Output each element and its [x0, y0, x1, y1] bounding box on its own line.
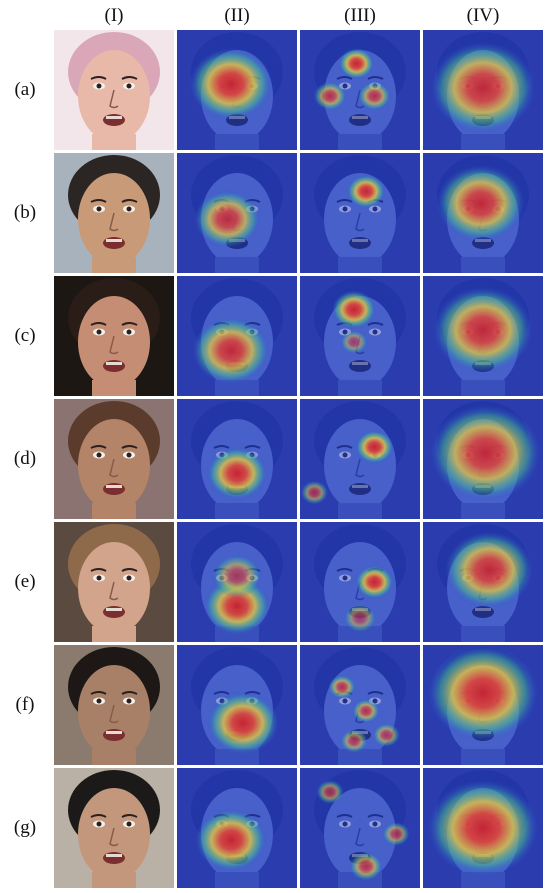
heat-spot — [316, 780, 344, 804]
heat-spot — [346, 174, 386, 209]
heat-spot — [357, 81, 391, 111]
attention-map-iii-a — [300, 30, 420, 150]
heat-spot — [313, 81, 347, 111]
heat-spot — [206, 447, 268, 500]
face-image-b — [54, 153, 174, 273]
heat-spot — [430, 405, 541, 501]
column-label-ii: (II) — [224, 5, 250, 26]
attention-map-iv-d — [423, 399, 543, 519]
row-label-d: (d) — [13, 448, 37, 469]
face-image-c — [54, 276, 174, 396]
heat-spot — [331, 290, 377, 329]
heat-spot — [355, 565, 394, 599]
attention-map-iii-e — [300, 522, 420, 642]
attention-map-ii-g — [177, 768, 297, 888]
face-image-f — [54, 645, 174, 765]
heat-spot — [349, 852, 383, 881]
attention-map-iv-c — [423, 276, 543, 396]
heat-spot — [355, 430, 394, 464]
row-label-a: (a) — [14, 79, 36, 100]
attention-map-iv-g — [423, 768, 543, 888]
heat-spot — [444, 531, 534, 609]
attention-map-iii-d — [300, 399, 420, 519]
heat-spot — [195, 808, 267, 872]
heat-spot — [192, 316, 270, 384]
attention-map-iv-b — [423, 153, 543, 273]
attention-map-iv-e — [423, 522, 543, 642]
row-label-f: (f) — [15, 694, 35, 715]
face-image-d — [54, 399, 174, 519]
heat-spot — [372, 723, 401, 747]
attention-map-ii-d — [177, 399, 297, 519]
row-label-e: (e) — [14, 571, 36, 592]
row-label-c: (c) — [14, 325, 36, 346]
heat-spot — [382, 822, 410, 846]
heat-spot — [427, 780, 539, 876]
attention-map-ii-c — [177, 276, 297, 396]
column-label-iv: (IV) — [466, 5, 500, 26]
heat-spot — [207, 691, 279, 755]
row-label-g: (g) — [13, 817, 37, 838]
attention-map-iii-g — [300, 768, 420, 888]
heat-spot — [338, 48, 375, 80]
heat-spot — [340, 729, 368, 753]
attention-map-ii-a — [177, 30, 297, 150]
heat-spot — [189, 48, 273, 120]
heat-spot — [436, 165, 525, 242]
face-image-e — [54, 522, 174, 642]
attention-map-iii-b — [300, 153, 420, 273]
heat-spot — [328, 675, 356, 699]
attention-map-ii-e — [177, 522, 297, 642]
heat-spot — [430, 42, 536, 134]
attention-map-iii-c — [300, 276, 420, 396]
column-label-i: (I) — [104, 5, 124, 26]
heat-spot — [352, 699, 380, 723]
face-image-g — [54, 768, 174, 888]
attention-map-iv-f — [423, 645, 543, 765]
heat-spot — [194, 190, 261, 248]
face-image-a — [54, 30, 174, 150]
row-label-b: (b) — [13, 202, 37, 223]
heat-spot — [427, 645, 539, 741]
attention-map-ii-f — [177, 645, 297, 765]
column-label-iii: (III) — [344, 5, 376, 26]
attention-map-iii-f — [300, 645, 420, 765]
heat-spot — [300, 480, 329, 505]
heat-spot — [340, 330, 368, 354]
attention-map-ii-b — [177, 153, 297, 273]
attention-map-iv-a — [423, 30, 543, 150]
heat-spot — [433, 286, 533, 374]
heat-spot — [343, 603, 377, 633]
heat-spot — [212, 554, 262, 598]
